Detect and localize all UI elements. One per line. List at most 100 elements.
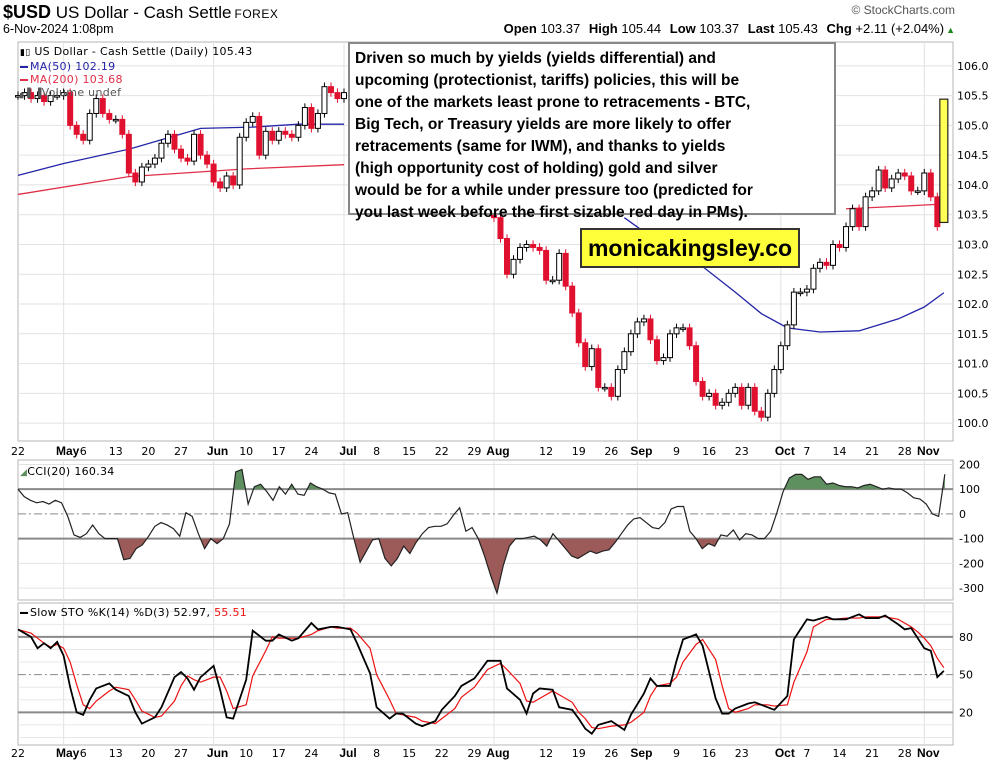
legend-ma200-label: MA(200) 103.68 bbox=[30, 73, 123, 86]
candle bbox=[875, 165, 882, 196]
date-tick-label: 13 bbox=[109, 747, 123, 760]
candle bbox=[536, 243, 543, 255]
candle-body bbox=[158, 142, 165, 159]
candle bbox=[699, 377, 706, 401]
candle-body bbox=[647, 318, 654, 341]
candle-body bbox=[178, 148, 184, 159]
candle bbox=[314, 109, 321, 133]
date-tick-label: 15 bbox=[402, 445, 416, 458]
legend-volume-label: Volume undef bbox=[41, 86, 122, 99]
candle bbox=[523, 240, 530, 252]
copyright[interactable]: © StockCharts.com bbox=[851, 3, 955, 17]
sto-k-value: 52.97 bbox=[173, 606, 207, 619]
candle-body bbox=[836, 243, 843, 248]
ma200-line bbox=[17, 164, 345, 196]
watermark-label: monicakingsley.co bbox=[580, 228, 800, 268]
candle-body bbox=[934, 196, 941, 228]
candle bbox=[745, 383, 752, 410]
candle-body bbox=[738, 386, 745, 406]
date-tick-label: 17 bbox=[272, 445, 286, 458]
date-tick-label: Jul bbox=[339, 444, 356, 458]
candle bbox=[47, 91, 54, 106]
candle bbox=[510, 255, 517, 279]
candle bbox=[706, 389, 713, 401]
candle-body bbox=[210, 163, 217, 183]
candle-body bbox=[686, 327, 693, 347]
candle-body bbox=[530, 243, 537, 248]
candle bbox=[751, 383, 758, 416]
candle bbox=[601, 383, 608, 392]
candle-body bbox=[54, 95, 61, 98]
date-tick-label: 6 bbox=[80, 747, 87, 760]
candle-body bbox=[86, 112, 93, 141]
candle-body bbox=[849, 208, 856, 228]
cci-overbought-area bbox=[233, 469, 945, 490]
sto-tick-label: 50 bbox=[959, 669, 973, 682]
candle bbox=[334, 88, 341, 103]
price-tick-label: 105.5 bbox=[957, 90, 989, 103]
date-tick-label: 21 bbox=[865, 747, 879, 760]
candle bbox=[269, 127, 276, 145]
stat-open-label: Open bbox=[503, 21, 537, 36]
date-tick-label: May bbox=[56, 444, 80, 458]
legend-ma200: MA(200) 103.68 bbox=[20, 73, 253, 86]
candle bbox=[28, 88, 35, 103]
candle-body bbox=[125, 133, 132, 174]
candle bbox=[549, 276, 556, 285]
date-tick-label: 8 bbox=[373, 747, 380, 760]
area-icon: ◢ bbox=[20, 468, 28, 478]
candle bbox=[34, 91, 41, 103]
candle bbox=[640, 314, 647, 327]
candle bbox=[217, 177, 224, 193]
date-tick-label: 14 bbox=[833, 445, 847, 458]
candle-body bbox=[797, 291, 804, 295]
annotation-line: retracements (same for IWM), and thanks … bbox=[355, 138, 726, 155]
date-tick-label: 24 bbox=[304, 747, 318, 760]
candle-body bbox=[856, 208, 863, 228]
candle bbox=[758, 407, 765, 422]
price-legend: ▮▯ US Dollar - Cash Settle (Daily) 105.4… bbox=[20, 45, 253, 101]
stochastic-panel bbox=[17, 602, 954, 746]
candle bbox=[660, 353, 667, 365]
date-tick-label: 28 bbox=[898, 747, 912, 760]
candle bbox=[197, 130, 204, 160]
legend-price-label: US Dollar - Cash Settle (Daily) 105.43 bbox=[34, 45, 253, 58]
candle bbox=[125, 130, 132, 178]
sto-d-value: 55.51 bbox=[214, 606, 248, 619]
candle-body bbox=[888, 178, 895, 189]
candle-body bbox=[119, 118, 126, 135]
price-stats: Open 103.37 High 105.44 Low 103.37 Last … bbox=[499, 21, 955, 36]
volume-bars-icon: ▖▌▐ bbox=[20, 89, 42, 99]
date-tick-label: 21 bbox=[865, 445, 879, 458]
candle bbox=[790, 287, 797, 330]
candle-body bbox=[634, 321, 641, 335]
candle bbox=[732, 383, 739, 398]
candle-body bbox=[269, 130, 276, 141]
price-tick-label: 106.0 bbox=[957, 60, 989, 73]
candle-body bbox=[204, 154, 211, 165]
candle bbox=[321, 82, 328, 118]
date-tick-label: Oct bbox=[775, 746, 795, 760]
candle bbox=[138, 162, 145, 187]
candle-body bbox=[106, 112, 113, 120]
candle bbox=[882, 165, 889, 193]
candle-body bbox=[758, 410, 765, 418]
legend-ma50-label: MA(50) 102.19 bbox=[30, 60, 116, 73]
date-tick-label: 20 bbox=[141, 747, 155, 760]
date-tick-label: 12 bbox=[539, 747, 553, 760]
price-tick-label: 105.0 bbox=[957, 119, 989, 132]
candle-body bbox=[510, 258, 517, 275]
sto-legend: Slow STO %K(14) %D(3) 52.97, 55.51 bbox=[20, 606, 247, 619]
date-tick-label: 22 bbox=[11, 747, 25, 760]
candle-body bbox=[667, 333, 673, 359]
candle-body bbox=[673, 327, 680, 335]
candle-body bbox=[308, 107, 315, 129]
candle bbox=[653, 335, 660, 365]
candle bbox=[301, 103, 308, 130]
candle bbox=[680, 323, 687, 333]
candle-body bbox=[601, 386, 608, 390]
candle-body bbox=[517, 246, 524, 260]
date-tick-label: Oct bbox=[775, 444, 795, 458]
symbol: $USD bbox=[3, 2, 52, 22]
sto-d-line bbox=[17, 616, 945, 730]
